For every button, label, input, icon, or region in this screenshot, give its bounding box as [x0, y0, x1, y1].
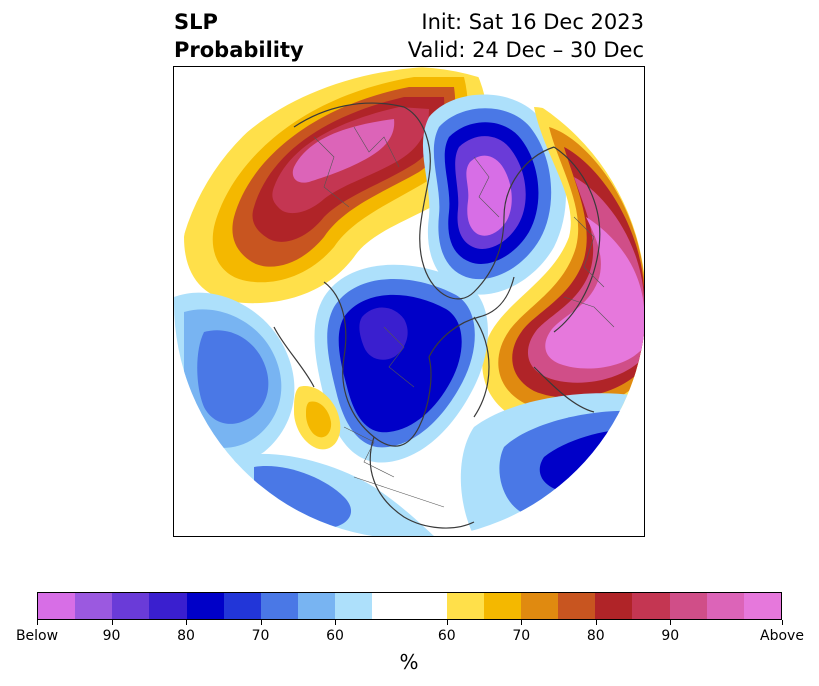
colorbar-tick-label: Above: [760, 628, 804, 644]
colorbar-tick-mark: [111, 620, 113, 625]
colorbar-tick-label: Below: [15, 628, 59, 644]
colorbar-tick-mark: [37, 620, 38, 625]
colorbar-segment-above-4: [558, 593, 596, 619]
colorbar-tick-mark: [782, 620, 783, 625]
colorbar-tick-label: 90: [102, 628, 121, 644]
colorbar-segment-above-9: [743, 593, 782, 619]
colorbar-tick-label: 90: [661, 628, 680, 644]
colorbar-tick-mark: [670, 620, 672, 625]
colorbar-segment-below-5: [186, 593, 224, 619]
colorbar-tick-mark: [186, 620, 187, 625]
colorbar-tick-label: 60: [437, 628, 456, 644]
colorbar-tick-label: 80: [177, 628, 195, 644]
colorbar-segment-below-1: [38, 593, 76, 619]
colorbar-tick-label: 60: [326, 628, 344, 644]
polar-map: [173, 66, 645, 537]
colorbar-segment-above-2: [483, 593, 522, 619]
colorbar-tick-mark: [521, 620, 523, 625]
colorbar-segment-above-5: [595, 593, 633, 619]
colorbar-segment-below-4: [149, 593, 187, 619]
arctic-low-anomaly: [422, 94, 566, 295]
colorbar-segment-below-2: [75, 593, 113, 619]
colorbar-tick-mark: [446, 620, 448, 625]
colorbar-segment-above-3: [521, 593, 559, 619]
colorbar-segment-above-8: [706, 593, 744, 619]
colorbar-tick-mark: [335, 620, 336, 625]
colorbar-tick-mark: [260, 620, 262, 625]
colorbar-segment-below-9: [335, 593, 373, 619]
europe-high-anomaly: [482, 107, 644, 427]
map-title: SLP Probability: [174, 8, 304, 64]
init-date: Init: Sat 16 Dec 2023: [421, 10, 644, 34]
title-line-1: SLP: [174, 10, 218, 34]
colorbar-segment-below-3: [112, 593, 150, 619]
western-na-high-anomaly: [294, 386, 341, 450]
colorbar-unit: %: [399, 650, 419, 674]
probability-field: [174, 67, 644, 536]
colorbar: [37, 592, 782, 620]
colorbar-segment-above-1: [446, 593, 484, 619]
colorbar-segment-below-6: [223, 593, 261, 619]
colorbar-segment-below-7: [260, 593, 299, 619]
colorbar-segment-neutral: [372, 593, 447, 619]
coastlines: [273, 102, 601, 529]
valid-range: Valid: 24 Dec – 30 Dec: [407, 38, 644, 62]
title-line-2: Probability: [174, 38, 304, 62]
north-america-low-anomaly: [314, 264, 488, 463]
colorbar-tick-label: 70: [251, 628, 270, 644]
colorbar-segment-below-8: [298, 593, 336, 619]
colorbar-tick-label: 70: [512, 628, 531, 644]
country-borders: [313, 126, 615, 508]
colorbar-tick-mark: [595, 620, 597, 625]
probability-map-svg: [174, 67, 644, 536]
colorbar-segment-above-7: [669, 593, 707, 619]
siberia-high-anomaly: [184, 67, 488, 304]
colorbar-segment-above-6: [632, 593, 670, 619]
forecast-dates: Init: Sat 16 Dec 2023 Valid: 24 Dec – 30…: [408, 8, 644, 64]
colorbar-tick-label: 80: [586, 628, 605, 644]
